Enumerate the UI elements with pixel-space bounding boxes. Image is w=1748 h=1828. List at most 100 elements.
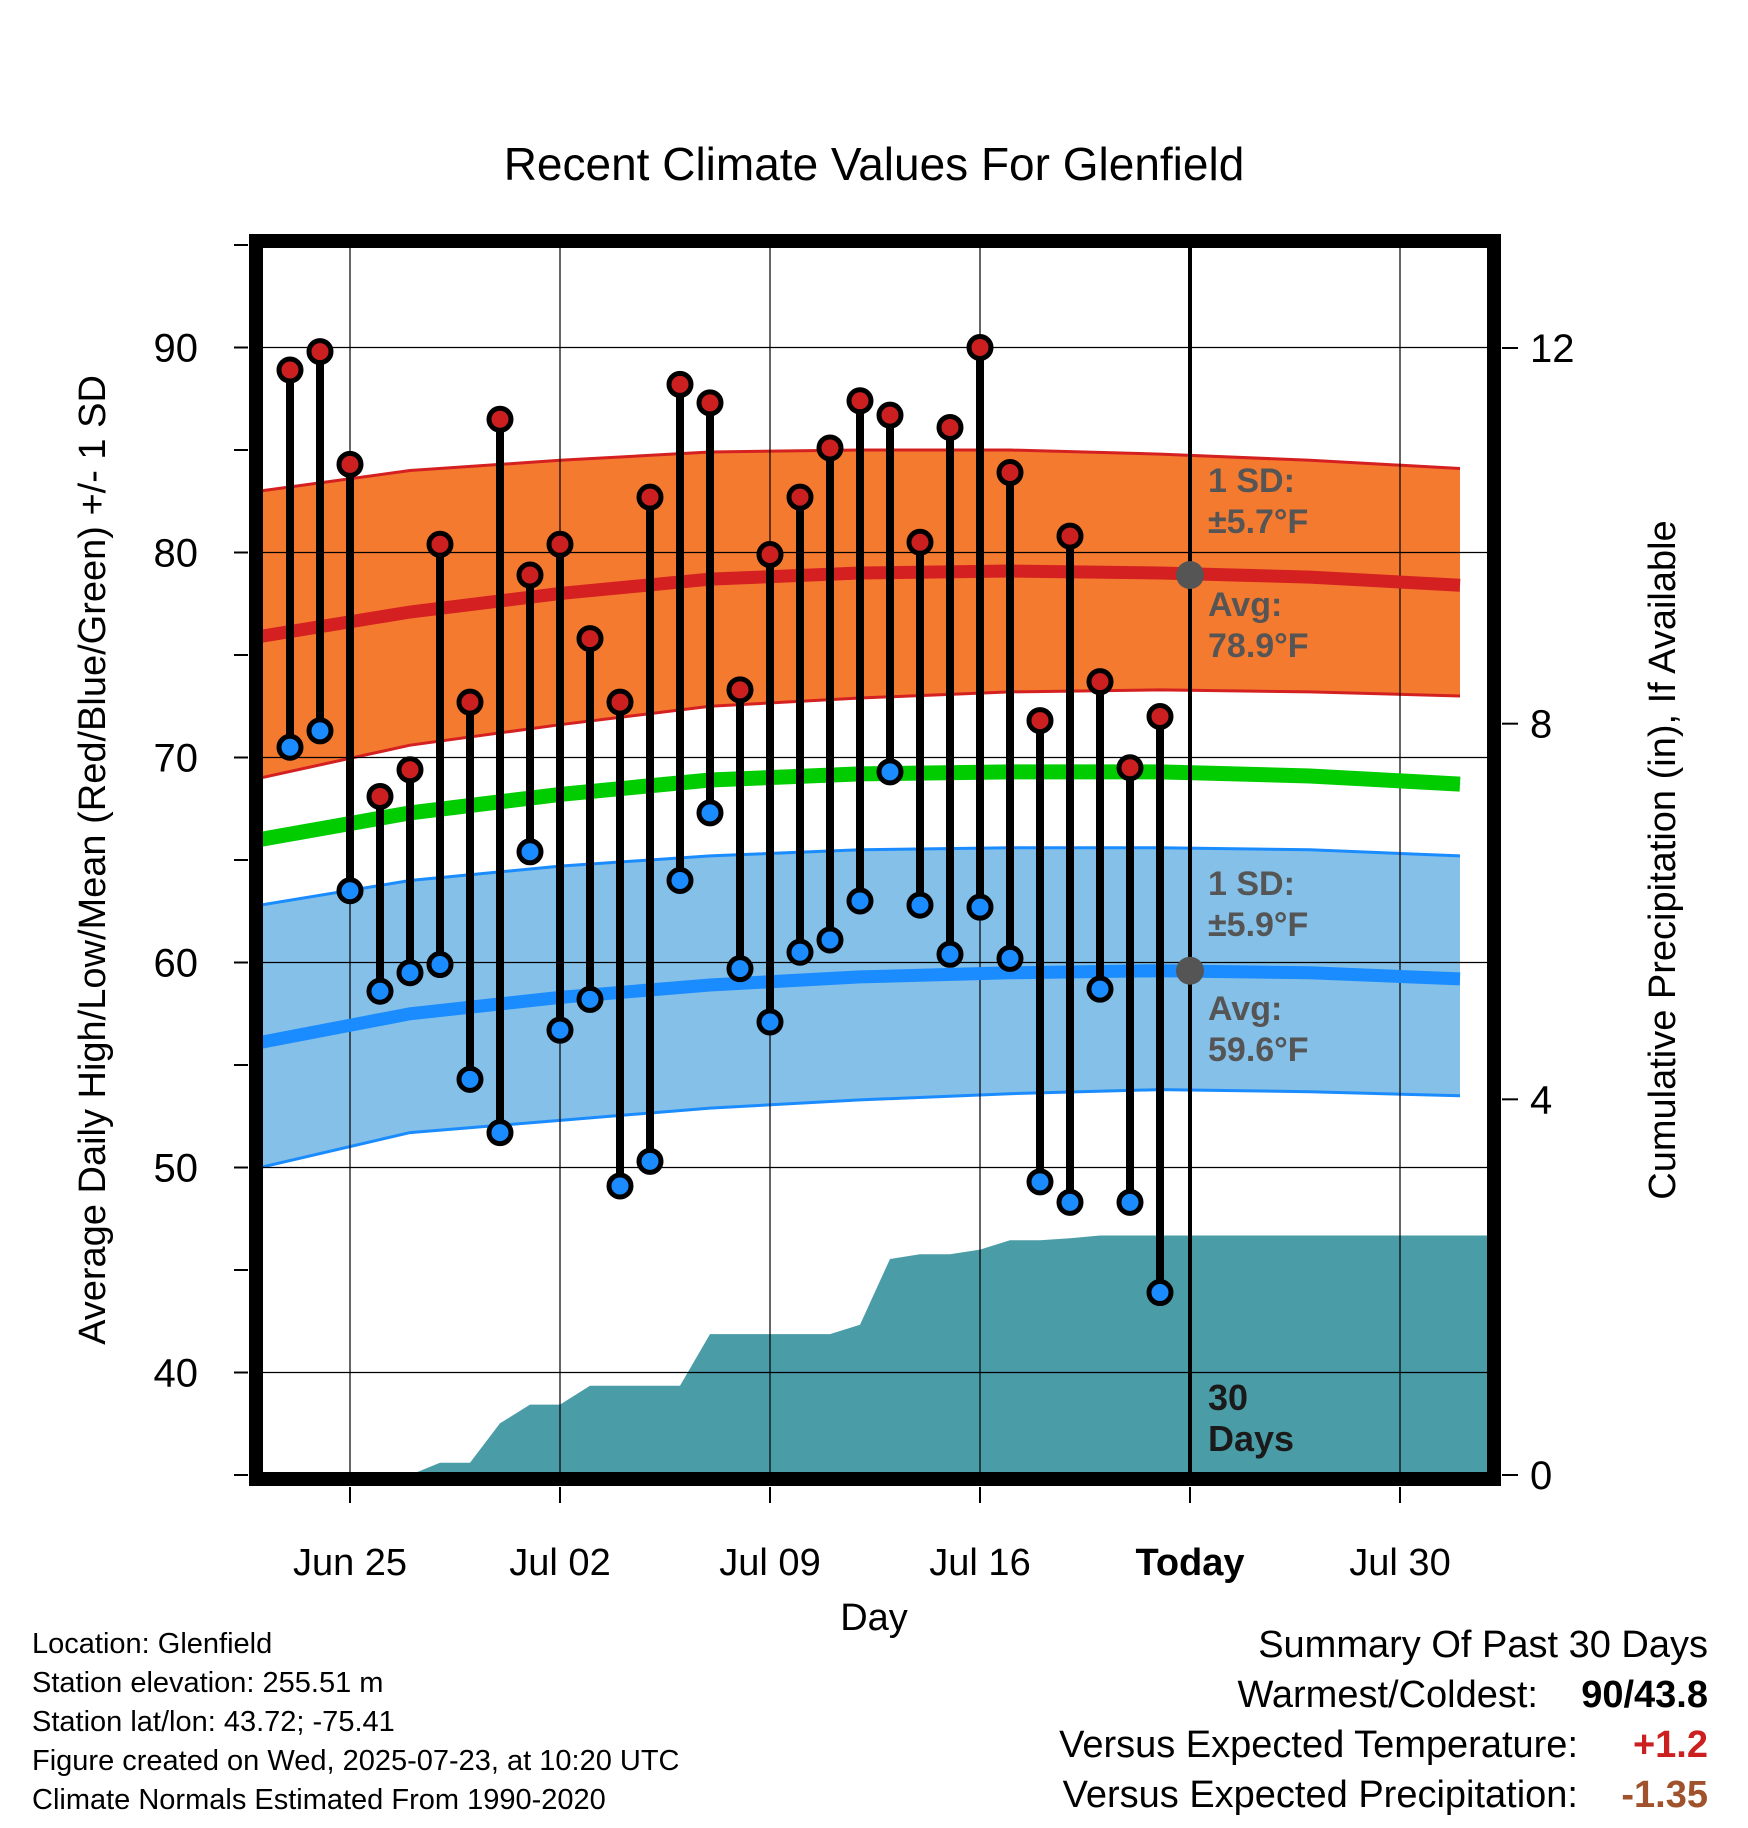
precip-days-label: Days — [1208, 1418, 1294, 1459]
daily-high-point — [876, 401, 904, 429]
summary-heading: Summary Of Past 30 Days — [1258, 1624, 1708, 1666]
daily-low-point — [1086, 975, 1114, 1003]
daily-high-point — [756, 541, 784, 569]
daily-low-point — [846, 887, 874, 915]
x-tick-label: Today — [1135, 1542, 1244, 1584]
daily-high-point — [1026, 707, 1054, 735]
daily-low-point — [966, 893, 994, 921]
x-tick-label: Jun 25 — [293, 1542, 407, 1584]
x-tick-label: Jul 02 — [509, 1542, 610, 1584]
precip-days-count: 30 — [1208, 1377, 1248, 1418]
expected-temp-label: Versus Expected Temperature: — [1059, 1724, 1578, 1766]
daily-high-point — [846, 387, 874, 415]
warmest-value: 90/43.8 — [1581, 1674, 1708, 1716]
daily-low-point — [576, 985, 604, 1013]
daily-low-point — [276, 733, 304, 761]
y-axis-right-label: Cumulative Precipitation (in), If Availa… — [1642, 520, 1684, 1199]
daily-low-point — [666, 867, 694, 894]
y-left-tick-label: 50 — [154, 1147, 199, 1191]
low-average-line — [260, 964, 1461, 1049]
daily-low-point — [336, 877, 364, 905]
warmest-label: Warmest/Coldest: — [1237, 1674, 1538, 1716]
expected-precip-label: Versus Expected Precipitation: — [1062, 1774, 1578, 1816]
low-sd-annotation-value: ±5.9°F — [1208, 906, 1308, 944]
daily-low-point — [726, 955, 754, 983]
daily-high-point — [726, 676, 754, 704]
daily-low-point — [1056, 1188, 1084, 1216]
daily-high-point — [786, 483, 814, 511]
summary-precip-row: Versus Expected Precipitation: -1.35 — [1059, 1770, 1708, 1820]
y-left-tick-label: 40 — [154, 1352, 199, 1396]
daily-high-point — [336, 450, 364, 478]
daily-low-point — [1026, 1168, 1054, 1196]
expected-precip-value: -1.35 — [1621, 1774, 1708, 1816]
daily-high-point — [816, 434, 844, 462]
daily-low-point — [756, 1008, 784, 1036]
daily-high-point — [546, 530, 574, 558]
daily-low-point — [696, 799, 724, 827]
y-right-tick-label: 8 — [1530, 703, 1552, 747]
x-axis-label: Day — [840, 1597, 908, 1639]
daily-low-point — [816, 926, 844, 954]
y-right-tick-label: 0 — [1530, 1454, 1552, 1498]
daily-high-point — [906, 528, 934, 556]
low-avg-annotation-label: Avg: — [1208, 990, 1282, 1028]
daily-low-point — [546, 1016, 574, 1044]
high-sd-annotation-label: 1 SD: — [1208, 462, 1295, 500]
daily-low-point — [636, 1147, 664, 1175]
today-low-avg-marker — [1176, 956, 1204, 985]
daily-high-point — [516, 561, 544, 589]
daily-low-point — [1146, 1279, 1174, 1307]
daily-low-point — [786, 938, 814, 966]
daily-low-point — [1116, 1188, 1144, 1216]
daily-high-point — [366, 782, 394, 810]
daily-low-point — [426, 951, 454, 979]
x-tick-label: Jul 16 — [929, 1542, 1030, 1584]
summary-warmest-row: Warmest/Coldest: 90/43.8 — [1059, 1670, 1708, 1720]
y-left-tick-label: 60 — [154, 942, 199, 986]
summary-panel: Summary Of Past 30 Days Warmest/Coldest:… — [1059, 1620, 1708, 1820]
daily-low-point — [606, 1172, 634, 1200]
daily-high-point — [966, 334, 994, 361]
low-avg-annotation-value: 59.6°F — [1208, 1031, 1309, 1069]
daily-high-point — [1116, 754, 1144, 782]
precip-area — [260, 1235, 1490, 1475]
expected-temp-value: +1.2 — [1632, 1724, 1708, 1766]
high-avg-annotation-value: 78.9°F — [1208, 627, 1309, 665]
daily-high-point — [1146, 703, 1174, 730]
daily-high-point — [666, 370, 694, 398]
daily-low-point — [936, 940, 964, 968]
daily-low-point — [396, 959, 424, 987]
station-info: Location: Glenfield Station elevation: 2… — [32, 1625, 680, 1820]
daily-high-point — [606, 688, 634, 716]
x-tick-label: Jul 30 — [1349, 1542, 1450, 1584]
daily-high-point — [306, 338, 334, 366]
y-right-tick-label: 12 — [1530, 327, 1575, 371]
high-avg-annotation-label: Avg: — [1208, 586, 1282, 624]
x-tick-label: Jul 09 — [719, 1542, 820, 1584]
location-text: Location: Glenfield — [32, 1628, 273, 1660]
elevation-text: Station elevation: 255.51 m — [32, 1667, 384, 1699]
y-left-tick-label: 70 — [154, 737, 199, 781]
latlon-text: Station lat/lon: 43.72; -75.41 — [32, 1706, 395, 1738]
low-sd-annotation-label: 1 SD: — [1208, 865, 1295, 903]
plot-frame — [249, 234, 1501, 1486]
normals-text: Climate Normals Estimated From 1990-2020 — [32, 1784, 606, 1816]
daily-high-point — [696, 389, 724, 417]
summary-temp-row: Versus Expected Temperature: +1.2 — [1059, 1720, 1708, 1770]
daily-high-point — [576, 625, 604, 653]
daily-high-point — [1086, 668, 1114, 696]
daily-high-point — [486, 405, 514, 433]
daily-low-point — [516, 838, 544, 866]
y-axis-left-label: Average Daily High/Low/Mean (Red/Blue/Gr… — [72, 375, 114, 1345]
daily-high-point — [426, 530, 454, 558]
daily-low-point — [486, 1119, 514, 1147]
high-sd-annotation-value: ±5.7°F — [1208, 503, 1308, 541]
daily-low-point — [906, 891, 934, 919]
daily-low-point — [306, 717, 334, 745]
created-text: Figure created on Wed, 2025-07-23, at 10… — [32, 1745, 680, 1777]
low-sd-lower-line — [260, 1088, 1461, 1169]
daily-high-point — [396, 756, 424, 784]
daily-low-point — [456, 1065, 484, 1093]
